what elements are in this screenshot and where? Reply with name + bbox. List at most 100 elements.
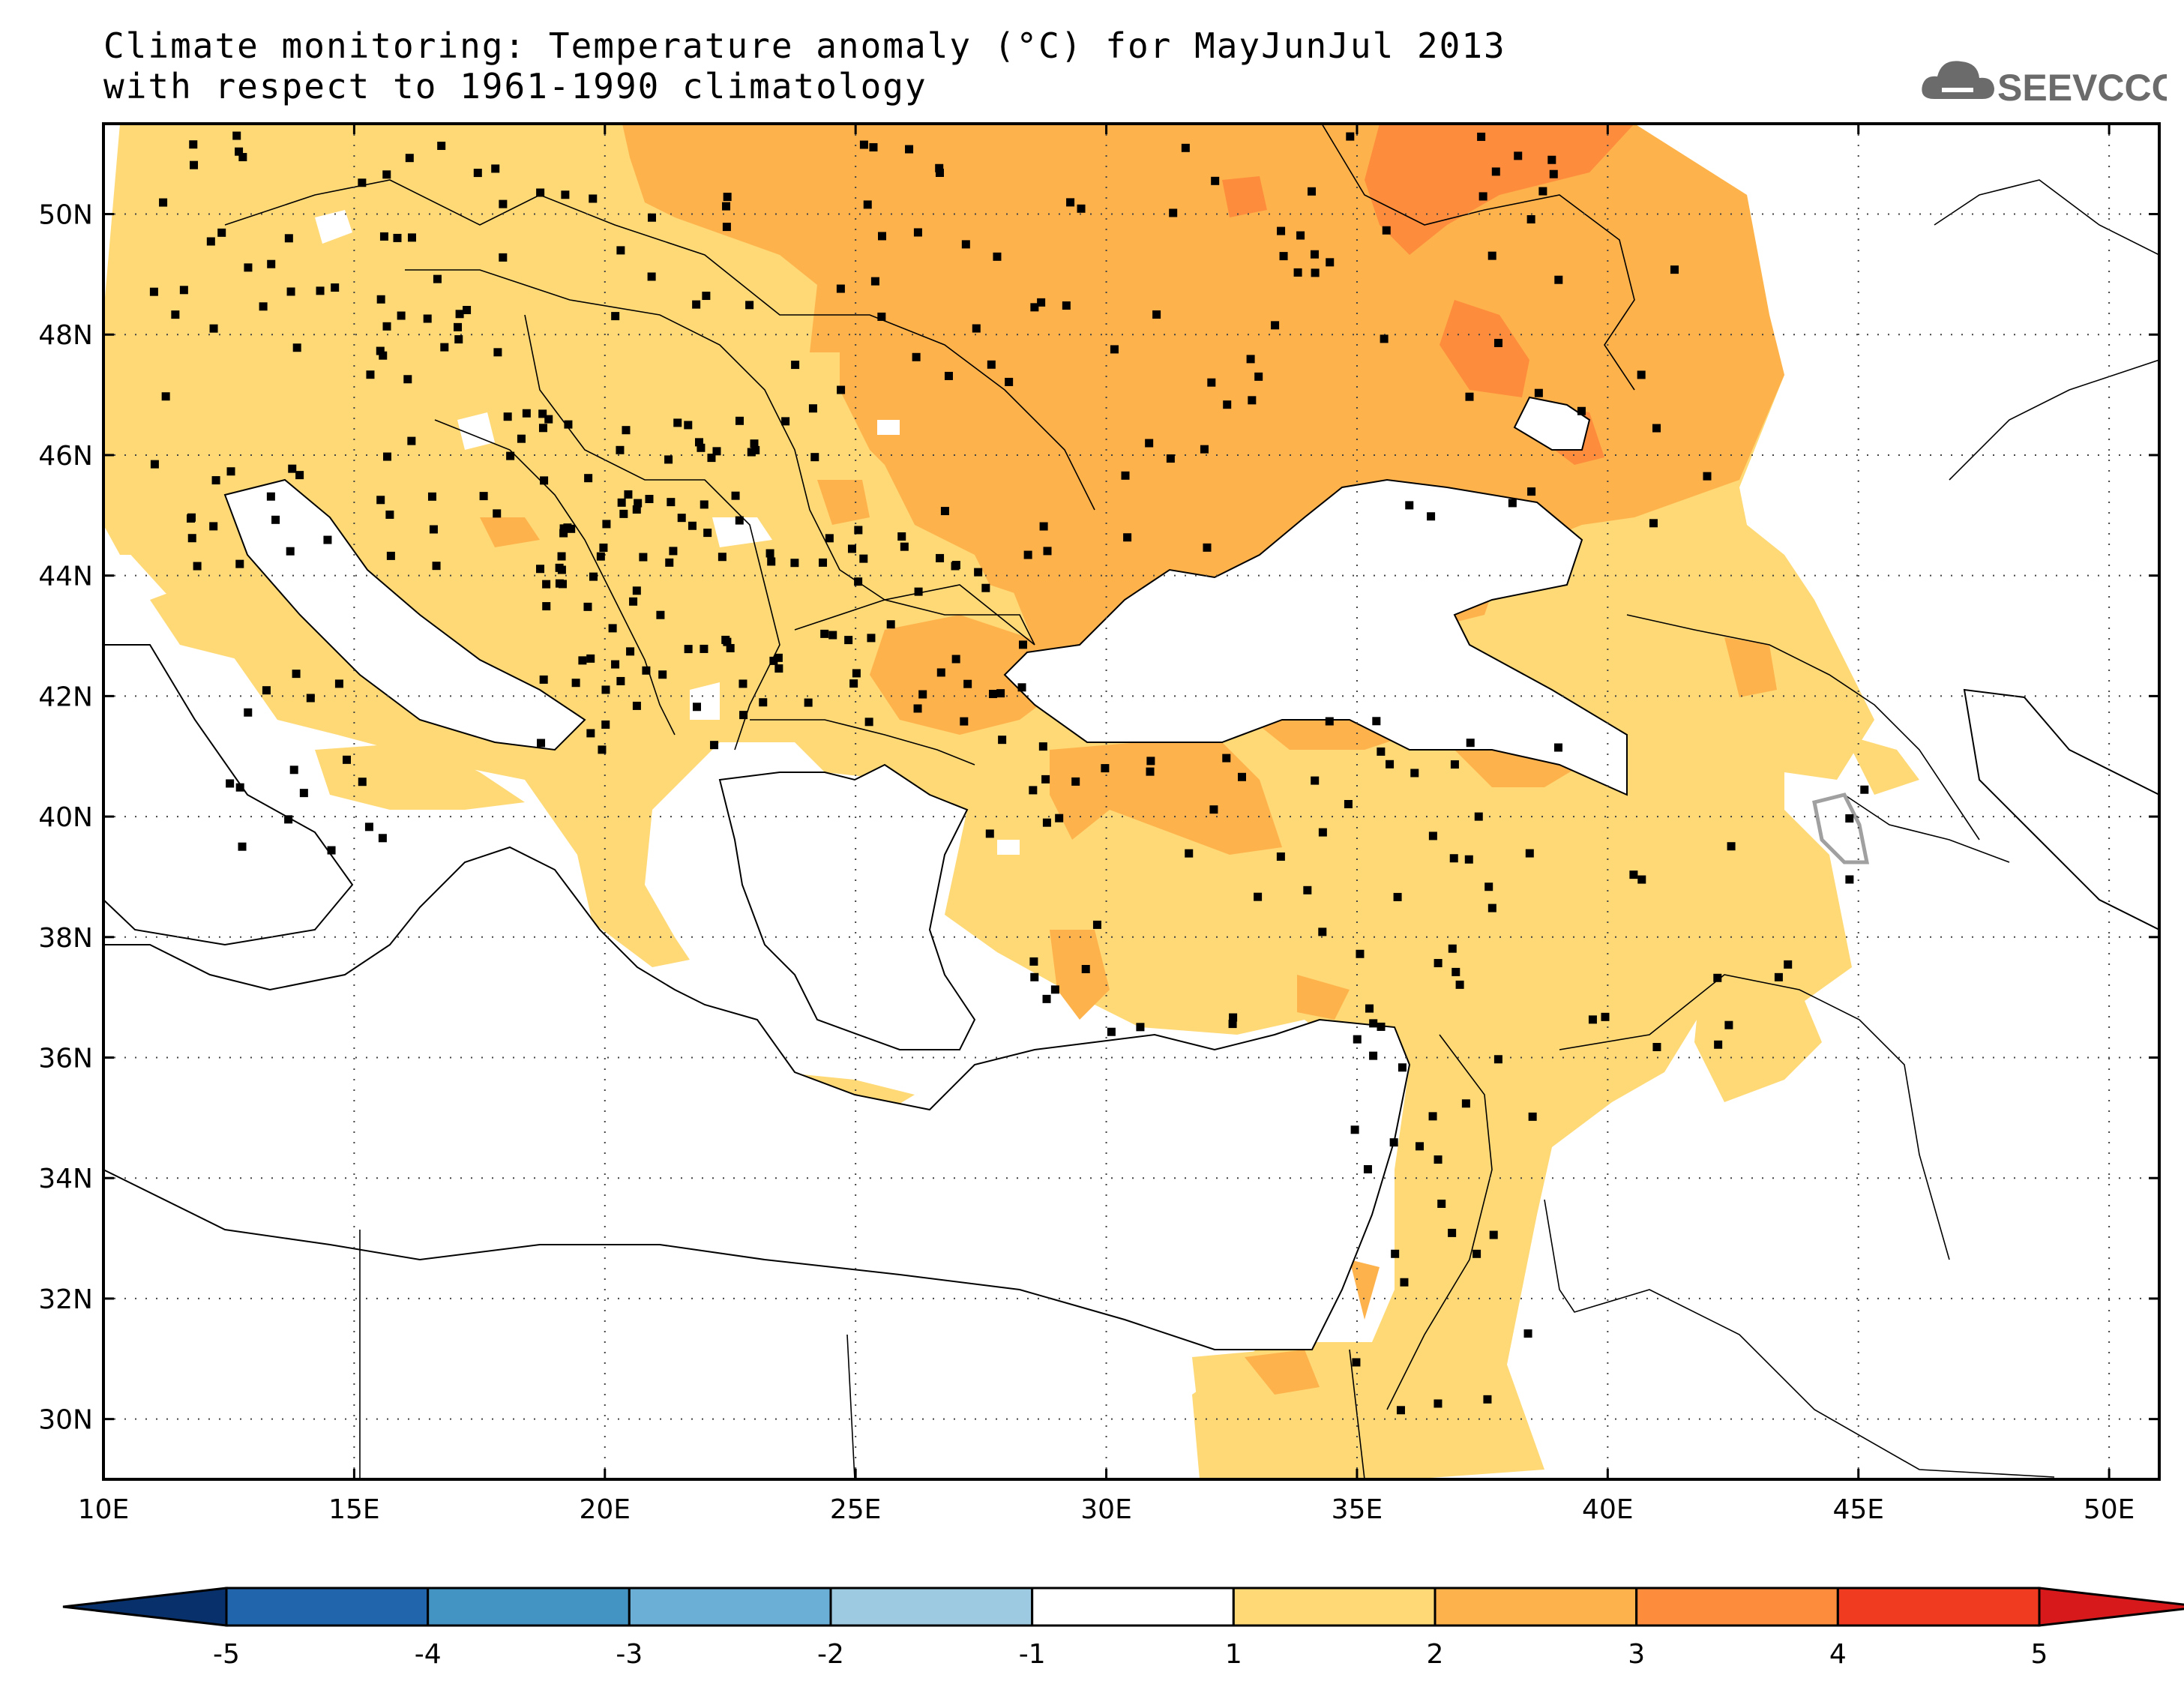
- station-marker: [1248, 396, 1257, 405]
- station-marker: [988, 690, 997, 699]
- station-marker: [1039, 522, 1048, 531]
- station-marker: [379, 232, 388, 241]
- station-marker: [677, 514, 686, 523]
- station-marker: [1229, 1013, 1238, 1022]
- station-marker: [914, 587, 923, 596]
- station-marker: [844, 636, 853, 645]
- station-marker: [735, 416, 744, 425]
- station-marker: [759, 698, 768, 707]
- station-marker: [323, 535, 332, 544]
- station-marker: [769, 656, 778, 665]
- station-marker: [235, 147, 244, 156]
- station-marker: [1023, 550, 1032, 559]
- colorbar-label: 3: [1628, 1639, 1645, 1670]
- station-marker: [820, 629, 829, 638]
- longitude-label: 40E: [1582, 1494, 1634, 1525]
- station-marker: [1029, 957, 1038, 966]
- station-marker: [837, 385, 846, 394]
- station-marker: [1066, 198, 1075, 207]
- station-marker: [238, 842, 247, 851]
- station-marker: [1050, 985, 1059, 994]
- station-marker: [722, 202, 731, 211]
- station-marker: [589, 194, 598, 203]
- longitude-label: 25E: [830, 1494, 882, 1525]
- station-marker: [765, 549, 774, 558]
- station-marker: [454, 335, 463, 344]
- station-marker: [703, 529, 712, 538]
- station-marker: [284, 234, 293, 243]
- station-marker: [559, 529, 568, 538]
- latitude-label: 48N: [38, 320, 93, 351]
- station-marker: [542, 602, 551, 611]
- station-marker: [738, 679, 747, 688]
- latitude-label: 40N: [38, 802, 93, 833]
- anomaly-area-1-2: [150, 577, 270, 660]
- station-marker: [951, 561, 960, 570]
- station-marker: [1577, 406, 1586, 415]
- station-marker: [626, 647, 635, 656]
- station-marker: [1123, 533, 1132, 542]
- station-marker: [433, 274, 442, 283]
- station-marker: [1353, 1035, 1362, 1044]
- station-marker: [1246, 355, 1255, 364]
- anomaly-area-2-3: [870, 615, 1080, 735]
- station-marker: [1416, 1142, 1425, 1151]
- station-marker: [1346, 132, 1355, 141]
- station-marker: [1410, 769, 1419, 778]
- station-marker: [1146, 757, 1155, 766]
- colorbar-label: 2: [1427, 1639, 1444, 1670]
- station-marker: [538, 424, 547, 433]
- station-marker: [299, 789, 308, 798]
- station-marker: [616, 676, 625, 685]
- station-marker: [854, 526, 863, 535]
- station-marker: [624, 490, 633, 499]
- station-marker: [1228, 1020, 1237, 1029]
- station-marker: [259, 302, 268, 311]
- station-marker: [656, 610, 665, 619]
- station-marker: [1523, 1329, 1532, 1338]
- station-marker: [292, 670, 301, 679]
- station-marker: [288, 464, 297, 473]
- station-marker: [739, 711, 748, 720]
- station-marker: [1526, 215, 1535, 224]
- station-marker: [1670, 265, 1679, 274]
- station-marker: [1271, 321, 1280, 330]
- station-marker: [1372, 717, 1381, 726]
- longitude-label: 20E: [579, 1494, 631, 1525]
- black-sea: [1003, 478, 1628, 796]
- longitude-label: 10E: [78, 1494, 130, 1525]
- station-marker: [540, 476, 549, 485]
- station-marker: [1152, 310, 1161, 319]
- station-marker: [1472, 1249, 1481, 1258]
- station-marker: [1318, 828, 1327, 837]
- longitude-label: 35E: [1332, 1494, 1383, 1525]
- station-markers: [149, 131, 1869, 1415]
- station-marker: [960, 717, 969, 726]
- station-marker: [913, 704, 922, 713]
- station-marker: [1277, 226, 1286, 235]
- tyrrhenian-sea: [103, 644, 354, 946]
- station-marker: [429, 525, 438, 534]
- station-marker: [479, 492, 488, 501]
- station-marker: [286, 287, 295, 296]
- station-marker: [440, 343, 449, 352]
- station-marker: [1465, 392, 1474, 401]
- colorbar-label: -5: [213, 1639, 240, 1670]
- station-marker: [647, 272, 656, 281]
- station-marker: [1450, 760, 1459, 769]
- station-marker: [632, 701, 641, 710]
- station-marker: [1311, 268, 1320, 277]
- station-marker: [407, 436, 416, 445]
- station-marker: [379, 351, 388, 360]
- colorbar-segment: [628, 1587, 832, 1627]
- anomaly-area-3-4: [1365, 124, 1634, 255]
- station-marker: [1527, 487, 1536, 496]
- station-marker: [849, 679, 858, 688]
- station-marker: [864, 718, 873, 727]
- station-marker: [544, 415, 553, 424]
- station-marker: [963, 679, 972, 688]
- station-marker: [825, 534, 834, 543]
- station-marker: [1369, 1019, 1378, 1028]
- station-marker: [697, 443, 706, 452]
- station-marker: [437, 141, 446, 150]
